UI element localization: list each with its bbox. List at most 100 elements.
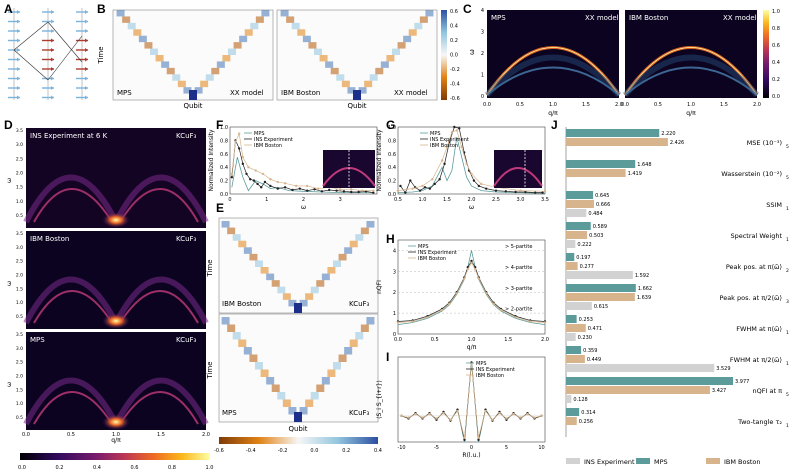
data-point [466, 268, 470, 271]
data-point [472, 179, 476, 182]
panel-b-cone-cell [228, 48, 236, 55]
panel-e-cone-cell [288, 407, 297, 415]
arrowhead-icon [85, 95, 88, 100]
data-point [443, 162, 446, 166]
panel-d-colorbar-tick: 0.2 [56, 465, 64, 471]
data-point [241, 162, 245, 166]
bar-value-label: 1.648 [637, 162, 651, 168]
panel-h-partite-label: > 4-partite [505, 265, 532, 271]
data-point [514, 190, 517, 194]
panel-c-xtick: 1.0 [549, 102, 557, 108]
data-point [411, 320, 414, 323]
panel-h-partite-label: > 3-partite [505, 286, 532, 292]
panel-b-cone-cell [336, 74, 345, 81]
panel-b-cone-cell [200, 80, 209, 88]
data-point [396, 189, 400, 192]
panel-b-cone-cell [250, 22, 259, 30]
data-point [335, 189, 338, 192]
bar-value-label: 0.314 [581, 410, 595, 416]
bar-ins-experiment [566, 271, 633, 279]
data-point [276, 180, 279, 184]
bar-value-label: 0.359 [583, 348, 597, 354]
arrowhead-icon [17, 86, 20, 90]
panel-d-colorbar-tick: 0.8 [168, 465, 176, 471]
panel-c-left-label: MPS [491, 14, 506, 22]
bar-ins-experiment [566, 364, 715, 372]
x-axis-label: R(l.u.) [462, 452, 480, 459]
panel-b-cone-cell [319, 55, 328, 62]
panel-c-ytick: 4 [481, 8, 484, 14]
panel-d-colorbar-tick: 0.4 [93, 465, 101, 471]
panel-b-colorbar-tick: 0.0 [450, 53, 458, 59]
x-tick-label: 1 [265, 197, 268, 203]
bar-value-label: 0.230 [578, 335, 592, 341]
data-point [499, 308, 503, 312]
data-point [423, 186, 427, 189]
x-axis-label: ω [469, 204, 474, 211]
panel-d-xlabel: q/π [111, 437, 121, 444]
panel-d-ytick: 3.0 [16, 142, 23, 148]
panel-e-cone-cell [266, 273, 275, 281]
data-point [448, 302, 451, 305]
panel-b-cone-cell [397, 42, 406, 49]
data-point [421, 416, 424, 419]
panel-j-metric-label: Peak pos. at π⟨ω̃⟩ [726, 263, 782, 271]
arrowhead-icon [17, 76, 20, 81]
panel-b-colorbar-tick: 0.2 [450, 38, 458, 44]
bar-value-label: 2.426 [670, 140, 684, 146]
data-point [455, 292, 458, 295]
data-point [519, 189, 522, 192]
panel-c-xlabel-left: q/π [548, 110, 558, 117]
panel-c-xtick: 2.0 [615, 102, 623, 108]
y-tick-label: 0.4 [220, 165, 228, 171]
panel-d-ytick: 1.5 [16, 286, 23, 292]
panel-d-map-label: INS Experiment at 6 K [30, 132, 108, 140]
panel-b-cone-cell [183, 87, 192, 94]
bar-value-label: 3.977 [735, 379, 749, 385]
panel-e-colorbar-tick: 0.2 [342, 448, 350, 454]
y-tick-label: 0.0 [388, 192, 396, 198]
bar-value-label: 2.220 [661, 131, 675, 137]
data-point [283, 182, 287, 185]
light-cone-line [47, 35, 83, 81]
data-point [291, 188, 294, 192]
panel-c-upper-arc-core [624, 47, 758, 96]
data-point [470, 259, 473, 263]
panel-j-metric-label: nQFI at π [753, 387, 783, 395]
bar-value-label: 0.645 [595, 193, 609, 199]
panel-d-lower-boundary [119, 188, 199, 223]
panel-c-xtick: 1.5 [582, 102, 590, 108]
panel-e-cone-cell [321, 273, 330, 281]
y-axis-label: Normalized Intensity [376, 129, 383, 191]
bar-ins-experiment [566, 395, 572, 403]
arrowhead-icon [51, 19, 54, 24]
panel-b-cone-cell [194, 87, 203, 94]
arrowhead-icon [17, 19, 20, 24]
panel-e-cone-cell [366, 221, 375, 228]
legend-entry: INS Experiment [254, 137, 293, 143]
panel-e-cone-cell [227, 324, 236, 332]
panel-d-ytick: 0.5 [16, 415, 23, 421]
arrowhead-icon [51, 95, 54, 100]
panel-e-ylabel-top: Time [206, 259, 214, 277]
panel-letter-f: F [216, 118, 224, 132]
panel-c-colorbar-tick: 0.8 [772, 26, 780, 32]
x-tick-label: 1.5 [504, 337, 512, 343]
data-point [421, 184, 424, 188]
data-point [458, 127, 461, 130]
panel-b-left-model: XX model [230, 89, 264, 97]
panel-d-map-mps [26, 332, 206, 430]
panel-c-left-map [487, 10, 619, 98]
panel-e-cone-cell [243, 347, 252, 355]
arrowhead-icon [85, 86, 88, 90]
data-point [505, 417, 508, 420]
panel-c-continuum [622, 54, 760, 97]
panel-b-cone-cell [325, 61, 334, 68]
panel-d-continuum [113, 174, 209, 224]
x-tick-label: 1.5 [443, 197, 451, 203]
data-point [440, 308, 444, 312]
panel-e-cone-cell [221, 317, 230, 325]
x-tick-label: 2 [302, 197, 305, 203]
panel-d-xtick: 0.0 [22, 432, 30, 438]
legend-entry: IBM Boston [418, 256, 446, 262]
